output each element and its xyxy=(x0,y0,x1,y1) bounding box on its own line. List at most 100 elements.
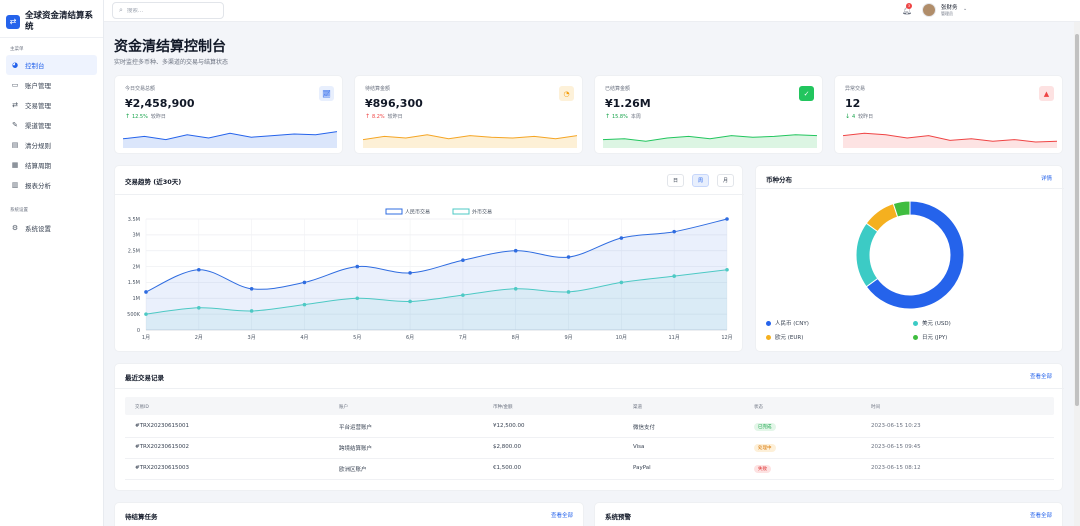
kpi-trend: ↓ 4 较昨日 xyxy=(845,113,873,120)
brand[interactable]: ⇄ 全球资金清结算系统 xyxy=(0,0,103,38)
section-label-main: 主菜单 xyxy=(10,47,24,52)
data-point xyxy=(249,309,254,313)
table-cell-amount: €1,500.00 xyxy=(493,465,521,471)
pie-legend-item: 美元 (USD) xyxy=(913,319,951,327)
sparkline-line xyxy=(123,131,337,141)
table-header xyxy=(125,397,1054,415)
arrow-up-icon: ↑ xyxy=(125,113,132,120)
sidebar-item-4[interactable]: ▤ 清分规则 xyxy=(6,135,97,155)
segment-0[interactable]: 日 xyxy=(667,174,684,187)
sidebar-item-6[interactable]: ▥ 报表分析 xyxy=(6,175,97,195)
gear-icon: ⚙ xyxy=(11,224,19,232)
avatar[interactable] xyxy=(922,3,936,17)
kpi-sparkline xyxy=(123,131,337,148)
user-name[interactable]: 张财务 xyxy=(941,5,958,11)
x-tick-label: 5月 xyxy=(353,335,361,341)
kpi-sparkline xyxy=(603,134,817,148)
sidebar-item-settings[interactable]: ⚙ 系统设置 xyxy=(6,218,97,238)
divider xyxy=(115,194,744,195)
topbar: ⌕ xyxy=(104,0,1080,22)
sidebar-item-label: 控制台 xyxy=(25,62,45,70)
alerts-title: 系统预警 xyxy=(605,513,631,521)
clock-icon: ◔ xyxy=(559,86,574,101)
table-cell-id: #TRX20230615002 xyxy=(135,444,190,450)
kpi-trend: ↑ 15.8% 本周 xyxy=(605,113,641,120)
x-tick-label: 12月 xyxy=(721,335,732,341)
scrollbar[interactable] xyxy=(1074,22,1080,526)
table-cell-channel: Visa xyxy=(633,444,645,450)
table-cell-amount: $2,800.00 xyxy=(493,444,521,450)
pie-slice xyxy=(865,200,965,310)
kpi-trend-value: 8.2% xyxy=(371,114,385,120)
sidebar-item-label: 报表分析 xyxy=(25,182,51,190)
kpi-trend-note: 较昨日 xyxy=(150,114,166,120)
kpi-value: ¥896,300 xyxy=(365,97,423,110)
pie-legend-item: 人民币 (CNY) xyxy=(766,319,809,327)
table-cell-account: 欧洲区账户 xyxy=(339,467,367,473)
currency-details-link[interactable]: 详情 xyxy=(1040,176,1052,182)
table-row[interactable] xyxy=(125,439,1054,459)
data-point xyxy=(302,302,307,307)
sidebar-item-5[interactable]: ▦ 结算周期 xyxy=(6,155,97,175)
trend-chart-icon: 📈︎ xyxy=(319,86,334,101)
view-all-alerts-link[interactable]: 查看全部 xyxy=(1029,513,1052,519)
kpi-card[interactable]: 已结算金额 ¥1.26M ↑ 15.8% 本周 ✓ xyxy=(594,75,823,154)
data-point xyxy=(513,248,518,253)
status-badge: 处理中 xyxy=(754,444,776,452)
data-point xyxy=(355,296,360,301)
exchange-icon: ⇄ xyxy=(6,14,20,29)
legend-dot xyxy=(766,334,771,340)
kpi-value: ¥2,458,900 xyxy=(125,97,195,110)
chevron-down-icon[interactable]: ⌄ xyxy=(963,6,968,12)
data-point xyxy=(672,229,676,234)
kpi-trend-note: 本周 xyxy=(630,114,641,120)
table-row[interactable] xyxy=(125,418,1054,438)
series-area xyxy=(146,219,727,330)
data-point xyxy=(461,258,465,263)
divider xyxy=(115,388,1064,389)
view-all-transactions-link[interactable]: 查看全部 xyxy=(1029,374,1052,380)
transactions-card: 最近交易记录 查看全部 交易ID 账户 币种/金额 渠道 状态 时间 #TRX2023061… xyxy=(114,363,1064,491)
brand-name: 全球资金清结算系统 xyxy=(25,10,94,32)
legend-label: 欧元 (EUR) xyxy=(775,335,804,341)
pending-card: 待结算任务 查看全部 xyxy=(114,502,584,526)
kpi-card[interactable]: 待结算金额 ¥896,300 ↑ 8.2% 较昨日 ◔ xyxy=(354,75,583,154)
legend-label: 外币交易 xyxy=(472,209,492,216)
x-tick-label: 4月 xyxy=(300,335,308,341)
segment-2[interactable]: 月 xyxy=(717,174,734,187)
arrow-up-icon: ↑ xyxy=(365,113,372,120)
kpi-card[interactable]: 异常交易 12 ↓ 4 较昨日 ▲ xyxy=(834,75,1063,154)
rule-icon: ▤ xyxy=(11,141,19,149)
kpi-label: 待结算金额 xyxy=(365,86,391,92)
sidebar-item-2[interactable]: ⇄ 交易管理 xyxy=(6,95,97,115)
chart-icon: ▥ xyxy=(11,181,19,189)
data-point xyxy=(144,312,148,316)
table-cell-channel: 微信支付 xyxy=(633,425,656,431)
search-input[interactable] xyxy=(126,7,207,14)
sidebar-item-0[interactable]: ◕ 控制台 xyxy=(6,55,97,75)
kpi-trend-value: 4 xyxy=(851,114,856,120)
user-role: 管理员 xyxy=(941,11,953,16)
x-tick-label: 6月 xyxy=(406,335,414,341)
sidebar-item-label: 结算周期 xyxy=(25,162,51,170)
segment-1[interactable]: 周 xyxy=(692,174,709,187)
sidebar: ⇄ 全球资金清结算系统 主菜单 ◕ 控制台 ▭ 账户管理 ⇄ 交易管理 ✎ 渠道管理 ▤ 清分规则… xyxy=(0,0,104,526)
search-box[interactable]: ⌕ xyxy=(112,2,224,19)
kpi-card[interactable]: 今日交易总额 ¥2,458,900 ↑ 12.5% 较昨日 📈︎ xyxy=(114,75,343,154)
trend-card-title: 交易趋势 (近30天) xyxy=(125,178,182,186)
pie-slice xyxy=(892,200,911,218)
bell-icon[interactable]: 🔔︎ xyxy=(902,6,913,15)
sparkline-line xyxy=(843,132,1057,143)
card-icon: ▭ xyxy=(11,81,19,89)
table-cell-time: 2023-06-15 09:45 xyxy=(871,444,921,450)
scrollbar-thumb[interactable] xyxy=(1075,34,1079,406)
pie-legend-item: 欧元 (EUR) xyxy=(766,333,803,341)
table-row[interactable] xyxy=(125,460,1054,480)
kpi-trend: ↑ 8.2% 较昨日 xyxy=(365,113,403,120)
data-point xyxy=(672,274,676,278)
view-all-pending-link[interactable]: 查看全部 xyxy=(550,513,573,519)
sidebar-item-3[interactable]: ✎ 渠道管理 xyxy=(6,115,97,135)
y-tick-label: 2.5M xyxy=(128,249,140,255)
sidebar-item-label: 系统设置 xyxy=(25,225,51,233)
sidebar-item-1[interactable]: ▭ 账户管理 xyxy=(6,75,97,95)
